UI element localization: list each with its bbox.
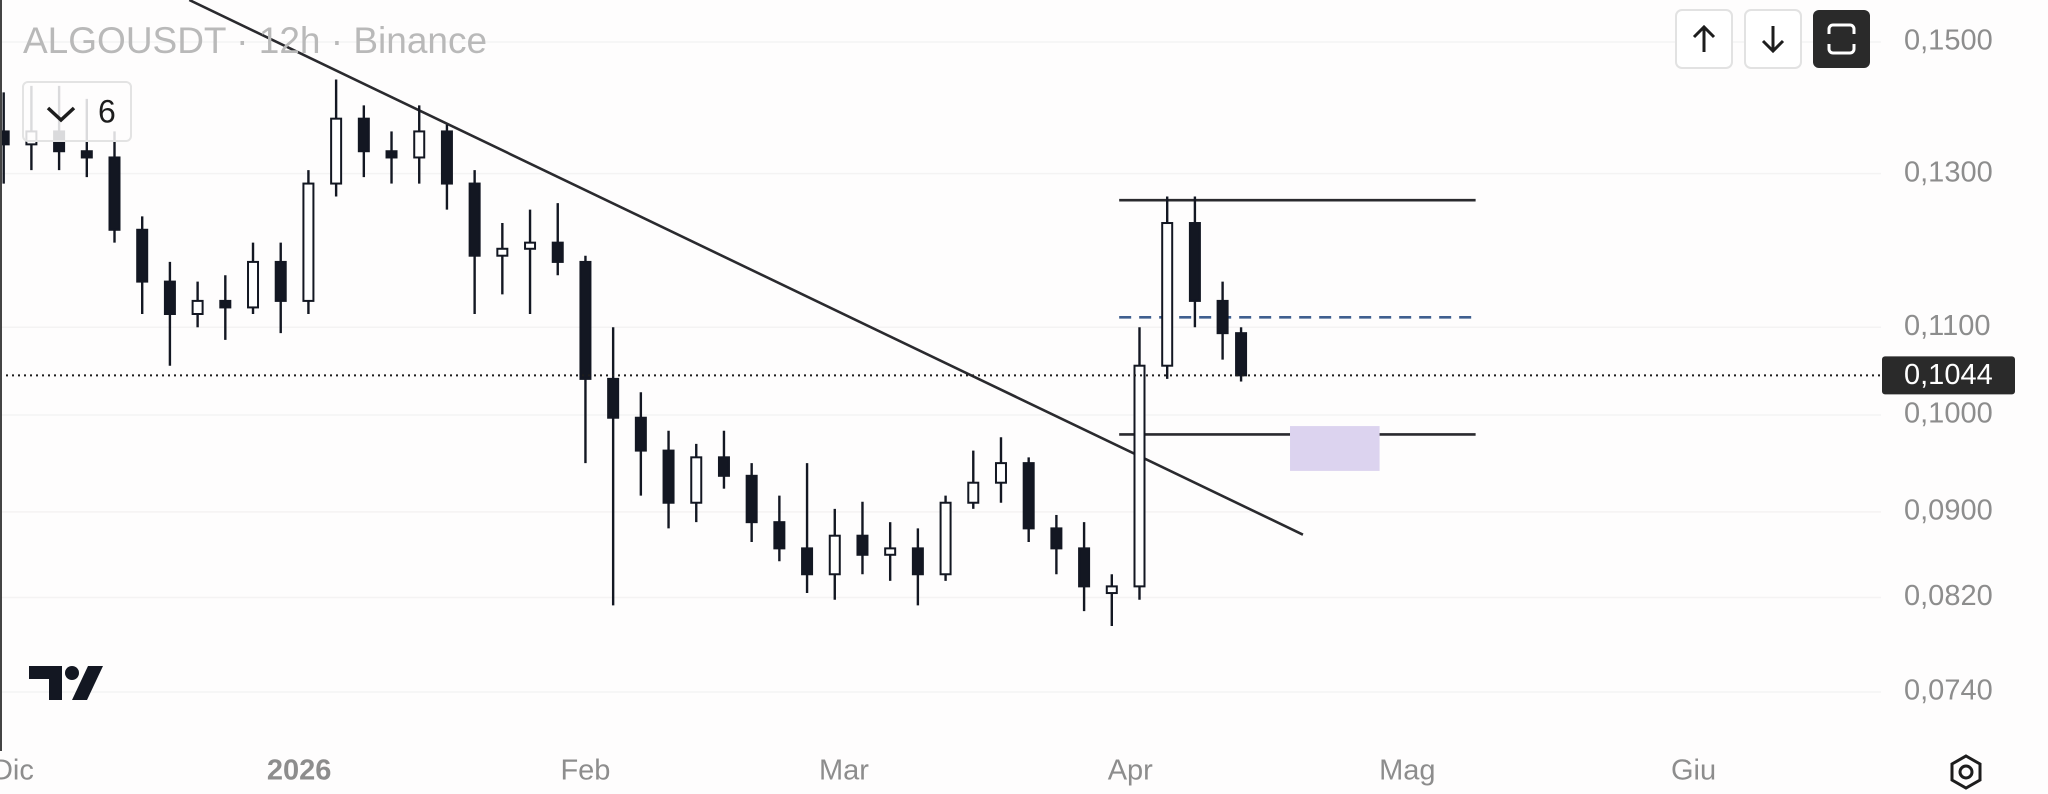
candle-body	[219, 299, 232, 309]
scroll-up-button[interactable]	[1675, 9, 1733, 69]
tradingview-logo[interactable]	[29, 666, 103, 700]
candle-body	[80, 150, 93, 159]
indicator-toggle[interactable]: 6	[22, 81, 132, 142]
fullscreen-button[interactable]	[1813, 10, 1870, 68]
settings-button[interactable]	[1950, 754, 1982, 790]
candle-body	[247, 260, 260, 309]
candle-body	[413, 130, 426, 159]
settings-icon-center	[1958, 764, 1974, 780]
drawings	[188, 0, 1476, 536]
y-tick-label: 0,1000	[1904, 398, 1993, 430]
last-price-box	[1882, 356, 2015, 395]
x-tick-label: Feb	[560, 755, 610, 787]
candle-body	[856, 534, 869, 556]
candle-body	[551, 241, 564, 263]
indicator-box[interactable]	[22, 81, 132, 142]
x-tick-label: 2026	[267, 755, 332, 787]
zone-rectangle	[1290, 426, 1380, 471]
candle-body	[191, 299, 204, 315]
candle-body	[136, 228, 149, 283]
candle-body	[967, 481, 980, 504]
candle-body	[579, 260, 592, 380]
candle-body	[1022, 462, 1035, 530]
logo-dot	[65, 666, 79, 680]
candle-body	[468, 182, 481, 257]
indicator-count: 6	[98, 93, 116, 129]
y-tick-label: 0,0820	[1904, 580, 1993, 612]
x-tick-label: Mar	[819, 755, 869, 787]
y-tick-label: 0,1500	[1904, 25, 1993, 57]
chart-title: ALGOUSDT · 12h · Binance	[23, 20, 487, 61]
candle-body	[1216, 299, 1229, 335]
candle-body	[385, 150, 398, 159]
y-tick-label: 0,0740	[1904, 675, 1993, 707]
candle-body	[1078, 547, 1091, 588]
candle-body	[773, 521, 786, 550]
candle-body	[690, 456, 703, 504]
scroll-down-button[interactable]	[1744, 9, 1802, 69]
last-price-label: 0,1044	[1904, 359, 1993, 391]
y-tick-label: 0,1300	[1904, 156, 1993, 188]
button-frame[interactable]	[1813, 10, 1870, 68]
candle-body	[302, 182, 315, 302]
x-tick-label: Mag	[1379, 755, 1435, 787]
candle-body	[994, 462, 1007, 484]
trendline	[188, 0, 1304, 536]
candle-body	[330, 117, 343, 185]
y-tick-label: 0,1100	[1904, 310, 1991, 342]
grid	[0, 41, 1881, 693]
y-tick-label: 0,0900	[1904, 495, 1993, 527]
candle-body	[717, 456, 730, 477]
candle-body	[357, 117, 370, 153]
candle-body	[1235, 332, 1248, 377]
x-tick-label: Apr	[1108, 755, 1153, 787]
candle-body	[274, 260, 287, 302]
candle-body	[496, 247, 509, 257]
x-tick-label: Giu	[1671, 755, 1716, 787]
arrow-up-icon	[1692, 24, 1716, 52]
candles	[0, 79, 1248, 627]
candle-body	[1188, 222, 1201, 302]
logo-t	[29, 666, 62, 700]
logo-v	[72, 666, 103, 700]
candle-body	[911, 547, 924, 576]
candle-body	[745, 474, 758, 524]
candle-body	[1050, 527, 1063, 550]
candle-body	[662, 449, 675, 504]
candle-body	[607, 377, 620, 419]
candle-body	[1133, 364, 1146, 588]
overlay: 0,1044	[0, 356, 2015, 395]
candle-body	[801, 547, 814, 576]
candle-body	[0, 130, 10, 146]
fullscreen-icon	[1827, 23, 1856, 55]
settings-icon[interactable]	[1950, 754, 1982, 790]
candle-body	[440, 130, 453, 185]
candle-body	[524, 241, 537, 250]
candle-body	[939, 501, 952, 576]
x-tick-label: Dic	[0, 755, 34, 787]
chevron-icon	[46, 106, 76, 123]
candle-body	[163, 280, 176, 315]
candle-body	[884, 547, 897, 556]
candle-body	[634, 416, 647, 452]
candle-body	[1105, 585, 1118, 595]
candle-body	[108, 156, 121, 231]
arrow-down-icon	[1761, 26, 1785, 54]
candle-body	[828, 534, 841, 576]
candle-body	[1161, 222, 1174, 367]
